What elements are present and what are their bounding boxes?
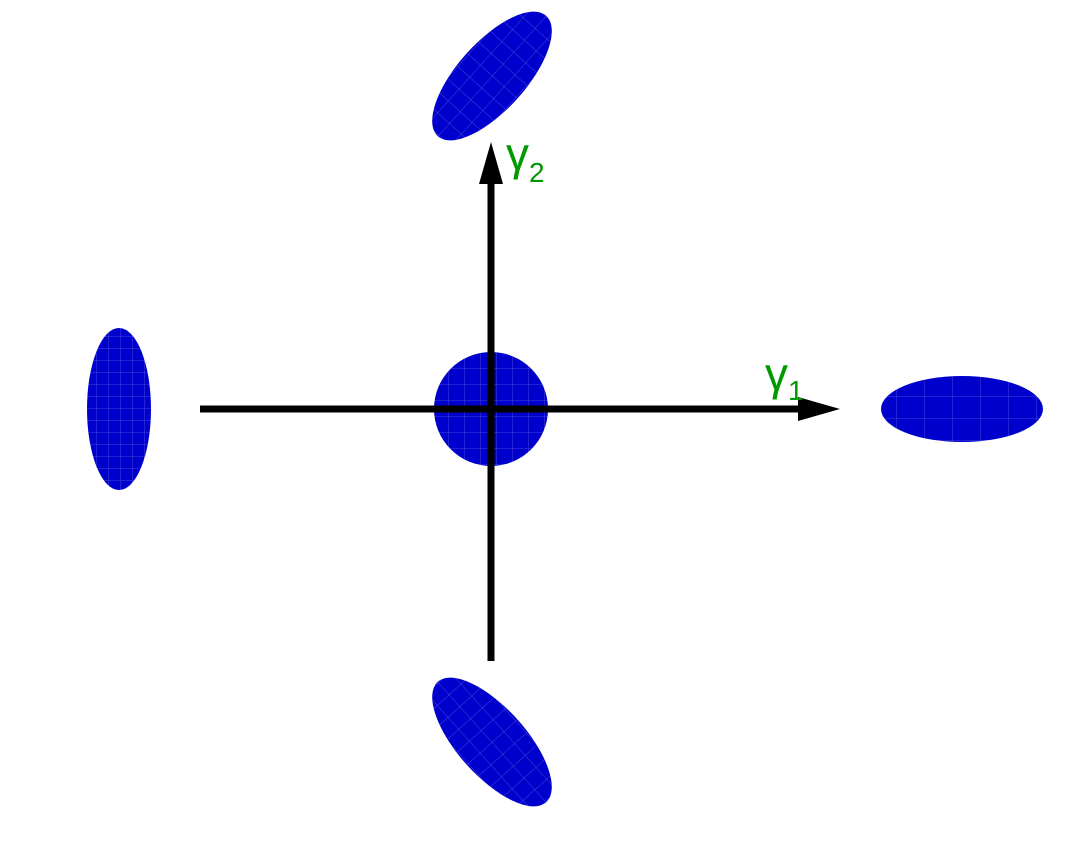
top-ellipse	[432, 11, 552, 141]
y-axis-symbol: γ	[506, 128, 529, 180]
y-axis-arrowhead	[479, 142, 503, 184]
x-axis-symbol: γ	[765, 348, 788, 400]
right-ellipse	[881, 376, 1043, 442]
x-axis-label: γ1	[765, 348, 804, 406]
y-axis-subscript: 2	[529, 157, 545, 188]
x-axis-arrowhead	[798, 397, 840, 421]
x-axis-subscript: 1	[788, 375, 804, 406]
y-axis-label: γ2	[506, 128, 545, 188]
bottom-ellipse	[432, 677, 552, 807]
left-ellipse	[87, 328, 151, 490]
